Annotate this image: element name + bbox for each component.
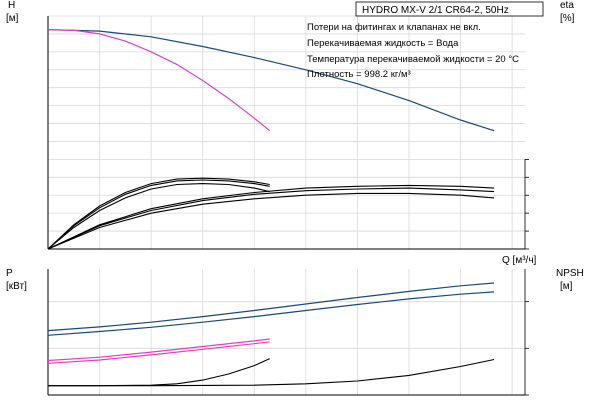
series-line-1-2	[47, 341, 270, 364]
y-left-label-upper-unit: [м]	[6, 13, 19, 24]
title-box	[355, 1, 544, 17]
y-left-label-lower-unit: [кВт]	[6, 281, 27, 292]
series-line-0-0	[47, 29, 495, 132]
series-line-0-1	[47, 29, 271, 132]
y-left-label-upper-symbol: H	[8, 0, 15, 11]
series-line-0-5	[47, 192, 495, 250]
series-line-0-6	[47, 187, 495, 250]
y-left-label-lower-symbol: P	[6, 268, 13, 279]
series-line-0-4	[47, 177, 270, 250]
note-line-3: Температура перекачиваемой жидкости = 20…	[307, 54, 519, 65]
note-line-1: Потери на фитингах и клапанах не вкл.	[307, 22, 481, 33]
series-line-1-5	[48, 358, 495, 387]
series-line-0-3	[47, 179, 270, 250]
x-axis-label: Q [м³/ч]	[502, 255, 537, 266]
series-line-1-0	[47, 282, 495, 332]
grid-layer	[47, 15, 525, 396]
y-right-label-lower-unit: [м]	[560, 281, 573, 292]
y-right-label-upper-symbol: eta	[560, 0, 574, 11]
y-right-label-lower-symbol: NPSH	[556, 268, 584, 279]
chart-title: HYDRO MX-V 2/1 CR64-2, 50Hz	[362, 5, 509, 16]
series-line-1-1	[47, 291, 495, 336]
y-right-label-upper-unit: [%]	[560, 13, 575, 24]
series-line-1-4	[48, 358, 270, 387]
series-layer	[47, 29, 495, 387]
note-line-2: Перекачиваемая жидкость = Вода	[307, 38, 459, 49]
note-line-4: Плотность = 998.2 кг/м³	[307, 69, 411, 80]
series-line-0-2	[47, 183, 270, 250]
axis-layer	[47, 16, 529, 396]
series-line-1-3	[47, 338, 270, 362]
series-line-0-7	[47, 184, 495, 250]
